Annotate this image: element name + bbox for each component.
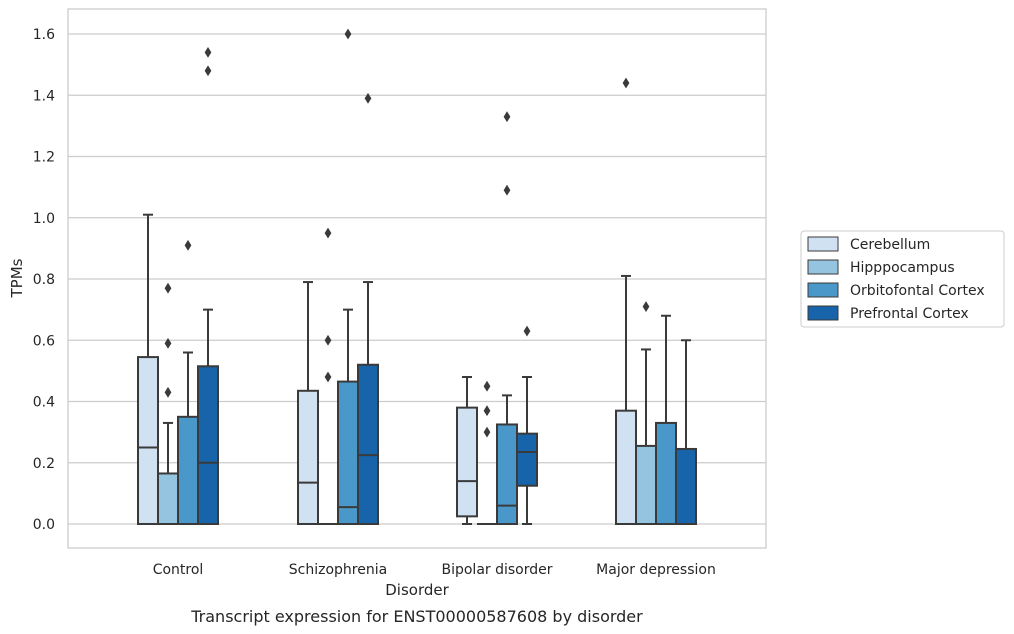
outlier-point: [503, 184, 511, 196]
box-prefrontal-cortex: [675, 339, 697, 525]
box-iqr: [615, 409, 637, 525]
box-iqr: [516, 432, 538, 487]
box-iqr: [357, 363, 379, 525]
outlier-point: [164, 282, 172, 294]
y-tick-label: 0.0: [33, 517, 55, 533]
box-iqr: [496, 423, 518, 525]
legend-swatch: [807, 305, 839, 321]
y-tick-label: 1.0: [33, 211, 55, 227]
box-hipppocampus: [477, 380, 497, 525]
box-iqr: [456, 406, 478, 518]
x-tick-label: Bipolar disorder: [441, 562, 552, 578]
x-tick-label: Major depression: [596, 562, 716, 578]
box-hipppocampus: [318, 227, 338, 525]
box-orbitofontal-cortex: [177, 239, 199, 525]
box-iqr: [177, 415, 199, 525]
box-iqr: [157, 472, 179, 525]
outlier-point: [483, 380, 491, 392]
y-axis-label: TPMs: [8, 258, 26, 298]
box-iqr: [297, 389, 319, 525]
box-cerebellum: [297, 281, 319, 525]
y-tick-label: 0.4: [33, 395, 55, 411]
legend: Cerebellum Hipppocampus Orbitofontal Corte…: [800, 230, 1005, 328]
legend-swatch: [807, 282, 839, 298]
legend-frame: [800, 230, 1005, 328]
x-axis-label: Disorder: [385, 581, 449, 599]
outlier-point: [622, 77, 630, 89]
x-tick-labels: Control Schizophrenia Bipolar disorder Majo…: [153, 562, 716, 578]
outlier-point: [324, 227, 332, 239]
outlier-point: [324, 371, 332, 383]
box-cerebellum: [137, 213, 159, 525]
y-tick-label: 1.4: [33, 88, 55, 104]
outlier-point: [523, 325, 531, 337]
box-hipppocampus: [157, 282, 179, 525]
box-cerebellum: [615, 77, 637, 525]
outlier-point: [164, 386, 172, 398]
y-tick-label: 0.8: [33, 272, 55, 288]
outlier-point: [642, 301, 650, 312]
y-tick-label: 0.6: [33, 333, 55, 349]
outlier-point: [324, 334, 332, 346]
outlier-point: [204, 65, 212, 77]
box-iqr: [197, 365, 219, 525]
legend-label: Cerebellum: [850, 237, 930, 253]
y-tick-labels: 0.0 0.2 0.4 0.6 0.8 1.0 1.2 1.4 1.6: [33, 27, 55, 533]
box-orbitofontal-cortex: [655, 314, 677, 525]
legend-swatch: [807, 259, 839, 275]
outlier-point: [204, 46, 212, 58]
box-iqr: [675, 447, 697, 525]
legend-label: Orbitofontal Cortex: [850, 283, 985, 299]
legend-label: Prefrontal Cortex: [850, 306, 969, 322]
box-orbitofontal-cortex: [496, 111, 518, 525]
box-prefrontal-cortex: [357, 92, 379, 525]
box-iqr: [655, 421, 677, 525]
box-iqr: [137, 356, 159, 525]
outlier-point: [503, 111, 511, 123]
outlier-point: [164, 337, 172, 349]
outlier-point: [184, 239, 192, 251]
box-cerebellum: [456, 376, 478, 525]
y-tick-label: 1.2: [33, 150, 55, 166]
box-iqr: [635, 444, 657, 525]
x-tick-label: Control: [153, 562, 204, 578]
y-tick-label: 0.2: [33, 456, 55, 472]
plot-frame: [67, 8, 767, 549]
outlier-point: [344, 28, 352, 40]
box-orbitofontal-cortex: [337, 28, 359, 525]
y-tick-label: 1.6: [33, 27, 55, 43]
box-prefrontal-cortex: [197, 46, 219, 525]
box-prefrontal-cortex: [516, 325, 538, 525]
chart-caption: Transcript expression for ENST0000058760…: [190, 607, 643, 626]
boxes: [137, 28, 697, 525]
box-hipppocampus: [635, 301, 657, 525]
legend-swatch: [807, 236, 839, 252]
outlier-point: [483, 426, 491, 438]
legend-label: Hipppocampus: [850, 260, 955, 276]
x-tick-label: Schizophrenia: [289, 562, 387, 578]
box-iqr: [337, 380, 359, 525]
outlier-point: [364, 92, 372, 104]
outlier-point: [483, 405, 491, 417]
